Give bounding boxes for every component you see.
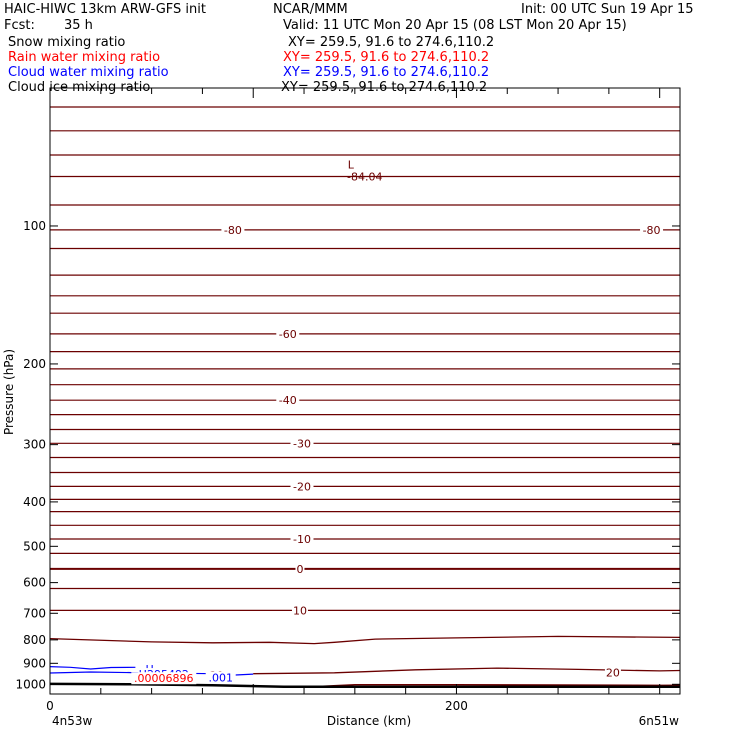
- isotherm-label-2: -60: [279, 328, 297, 341]
- isotherm-20: [49, 635, 681, 645]
- isotherm-label-9-bg: [604, 666, 621, 679]
- isotherm-label-7: 0: [296, 563, 303, 576]
- isotherm-label-1-bg: [640, 223, 664, 236]
- ground-group: [49, 682, 680, 688]
- x-end-label-right: 6n51w: [639, 714, 680, 728]
- low-marker-value: -84.04: [347, 171, 382, 184]
- x-tick-label-0: 0: [46, 699, 54, 713]
- x-end-label-left: 4n53w: [52, 714, 93, 728]
- isotherm-label-5-bg: [290, 480, 314, 493]
- y-tick-label-5: 600: [23, 576, 46, 590]
- isotherm-label-4-bg: [290, 437, 314, 450]
- legend-rain-name: Rain water mixing ratio: [8, 50, 161, 65]
- low-marker-letter: L: [348, 159, 355, 172]
- valid-time: Valid: 11 UTC Mon 20 Apr 15 (08 LST Mon …: [283, 18, 627, 33]
- y-tick-label-3: 400: [23, 495, 46, 509]
- y-axis-title: Pressure (hPa): [2, 349, 16, 435]
- forecast-label: Fcst:: [4, 18, 35, 33]
- y-tick-label-7: 800: [23, 633, 46, 647]
- model-title: HAIC-HIWC 13km ARW-GFS init: [4, 2, 206, 17]
- rain-label-0: .00006896: [134, 672, 194, 685]
- curved-isotherms-group: [49, 635, 681, 687]
- isotherm-label-9: 20: [606, 666, 620, 679]
- y-tick-label-1: 200: [23, 357, 46, 371]
- isotherm-30: [253, 667, 681, 675]
- isotherm-label-8: 10: [293, 604, 307, 617]
- y-tick-label-9: 1000: [15, 677, 46, 691]
- legend-rain-xy: XY= 259.5, 91.6 to 274.6,110.2: [283, 50, 490, 65]
- contour-labels-group: -80-80-60-40-30-20-100102020H.001H295492…: [131, 159, 664, 685]
- x-axis-title: Distance (km): [327, 714, 411, 728]
- plot-frame: [49, 87, 681, 695]
- cloud-water-label-1-bg: [205, 671, 236, 684]
- rain-label-0-bg: [131, 672, 197, 685]
- isotherm-label-2-bg: [276, 327, 300, 340]
- isotherm-label-3: -40: [279, 394, 297, 407]
- isotherm-label-0: -80: [224, 224, 242, 237]
- legend-snow-name: Snow mixing ratio: [8, 35, 126, 50]
- isotherm-30-low: [320, 684, 681, 687]
- isotherm-label-6: -10: [293, 533, 311, 546]
- cloud-water-upper: [49, 666, 136, 670]
- forecast-hours: 35 h: [64, 18, 93, 33]
- ground-line: [49, 682, 680, 688]
- legend-snow-xy: XY= 259.5, 91.6 to 274.6,110.2: [288, 35, 495, 50]
- isotherm-label-3-bg: [276, 394, 300, 407]
- isotherms-group: [50, 106, 680, 612]
- legend-cloudwater-name: Cloud water mixing ratio: [8, 65, 169, 80]
- isotherm-label-0-bg: [221, 223, 245, 236]
- isotherm-label-8-bg: [291, 604, 308, 617]
- isotherm-label-5: -20: [293, 480, 311, 493]
- isotherm-label-6-bg: [290, 533, 314, 546]
- y-tick-label-4: 500: [23, 539, 46, 553]
- y-tick-label-8: 900: [23, 656, 46, 670]
- y-tick-label-6: 700: [23, 606, 46, 620]
- legend-cloudwater-xy: XY= 259.5, 91.6 to 274.6,110.2: [283, 65, 490, 80]
- isotherm-label-7-bg: [295, 562, 305, 575]
- isotherm-label-1: -80: [643, 224, 661, 237]
- y-tick-label-2: 300: [23, 438, 46, 452]
- cloud-water-label-1: .001: [208, 671, 233, 684]
- x-tick-label-1: 200: [445, 699, 468, 713]
- org-label: NCAR/MMM: [273, 2, 348, 17]
- y-tick-label-0: 100: [23, 219, 46, 233]
- isotherm-label-4: -30: [293, 437, 311, 450]
- init-time: Init: 00 UTC Sun 19 Apr 15: [521, 2, 694, 17]
